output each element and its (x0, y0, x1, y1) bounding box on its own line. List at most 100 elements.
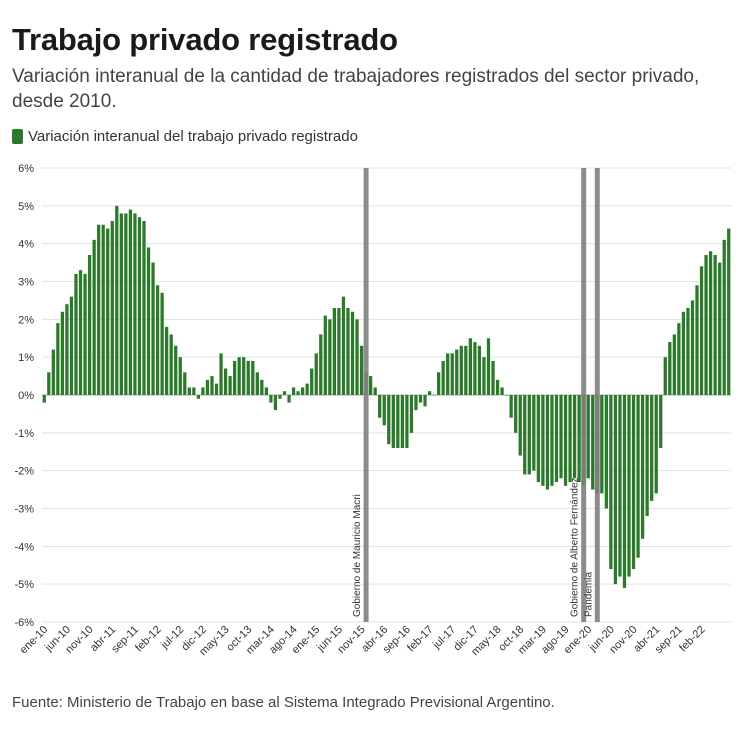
bar (78, 270, 83, 395)
bar (636, 395, 640, 558)
bar (355, 319, 359, 395)
legend: Variación interanual del trabajo privado… (12, 128, 358, 145)
bar (504, 395, 509, 396)
y-tick-label: -3% (14, 504, 34, 516)
bar (165, 326, 169, 395)
bar (536, 395, 540, 483)
y-tick-label: 1% (18, 352, 34, 364)
bar (187, 387, 191, 395)
bar (287, 395, 291, 403)
bar (346, 307, 350, 395)
event-label: Pandemia (583, 572, 594, 617)
bar (56, 323, 60, 395)
bar (115, 205, 119, 395)
bar (672, 334, 676, 395)
bar (559, 395, 563, 479)
event-line (594, 168, 600, 622)
bar (183, 372, 187, 395)
bar (722, 239, 726, 395)
bar (233, 360, 237, 395)
bar (246, 360, 250, 395)
bar (83, 273, 87, 395)
bar (663, 357, 667, 395)
bar (577, 395, 581, 483)
bar (514, 395, 518, 433)
bar (291, 387, 296, 395)
bar (427, 391, 432, 395)
bar (69, 296, 74, 395)
bar (151, 262, 155, 395)
bar (541, 395, 545, 486)
bar (382, 395, 386, 426)
bar (686, 307, 690, 395)
bar (459, 345, 463, 395)
bar (92, 239, 96, 395)
bar (223, 368, 228, 395)
bar (51, 349, 55, 395)
bar (455, 349, 459, 395)
bar (387, 395, 391, 445)
event-label: Gobierno de Alberto Fernández (570, 477, 581, 617)
bar (110, 220, 114, 395)
bar (500, 387, 504, 395)
bar (210, 376, 214, 395)
bar (337, 307, 341, 395)
chart-subtitle: Variación interanual de la cantidad de t… (12, 66, 700, 112)
bar (369, 376, 373, 395)
bar (205, 379, 210, 395)
bar (296, 391, 300, 395)
bar (97, 224, 101, 395)
bar (391, 395, 395, 448)
event-label: Gobierno de Mauricio Macri (352, 494, 363, 617)
bar (60, 311, 65, 395)
bar (301, 387, 305, 395)
y-tick-label: 3% (18, 277, 34, 289)
bar (550, 395, 554, 486)
bar (178, 357, 182, 395)
bar (305, 383, 309, 395)
x-tick-label: feb-12 (133, 624, 164, 655)
bar (350, 311, 355, 395)
bar (477, 345, 482, 395)
bar (251, 360, 255, 395)
y-tick-label: -6% (14, 617, 34, 629)
x-tick-label: feb-22 (677, 624, 708, 655)
bar (219, 353, 223, 395)
bar (627, 395, 631, 577)
bar (545, 395, 550, 490)
bar (418, 395, 423, 403)
bar (450, 353, 454, 395)
bar (622, 395, 627, 588)
bar (699, 266, 704, 395)
legend-label: Variación interanual del trabajo privado… (28, 128, 358, 145)
bar (400, 395, 404, 448)
bar (681, 311, 686, 395)
bar (468, 338, 472, 395)
bar (690, 300, 695, 395)
bar (278, 395, 282, 399)
bar (704, 255, 708, 395)
bar (405, 395, 409, 448)
bar-chart: 6% 5% 4% 3% 2% 1% 0% -1% -2% -3% -4% -5% -6% Gobierno… (14, 163, 731, 658)
bar (196, 395, 201, 399)
bar (718, 262, 722, 395)
bar (554, 395, 559, 483)
event-line (363, 168, 369, 622)
bar (146, 247, 151, 395)
bar (523, 395, 527, 475)
bar (101, 224, 105, 395)
bar (237, 357, 241, 395)
bar (708, 251, 713, 395)
bar (201, 387, 205, 395)
bar (640, 395, 645, 539)
bar (727, 228, 731, 395)
bar (332, 307, 337, 395)
bar (586, 395, 590, 479)
bar (563, 395, 568, 486)
bar (491, 360, 495, 395)
bar (396, 395, 400, 448)
bar (618, 395, 622, 577)
bar (378, 395, 382, 418)
bar (473, 342, 477, 395)
bar (482, 357, 486, 395)
